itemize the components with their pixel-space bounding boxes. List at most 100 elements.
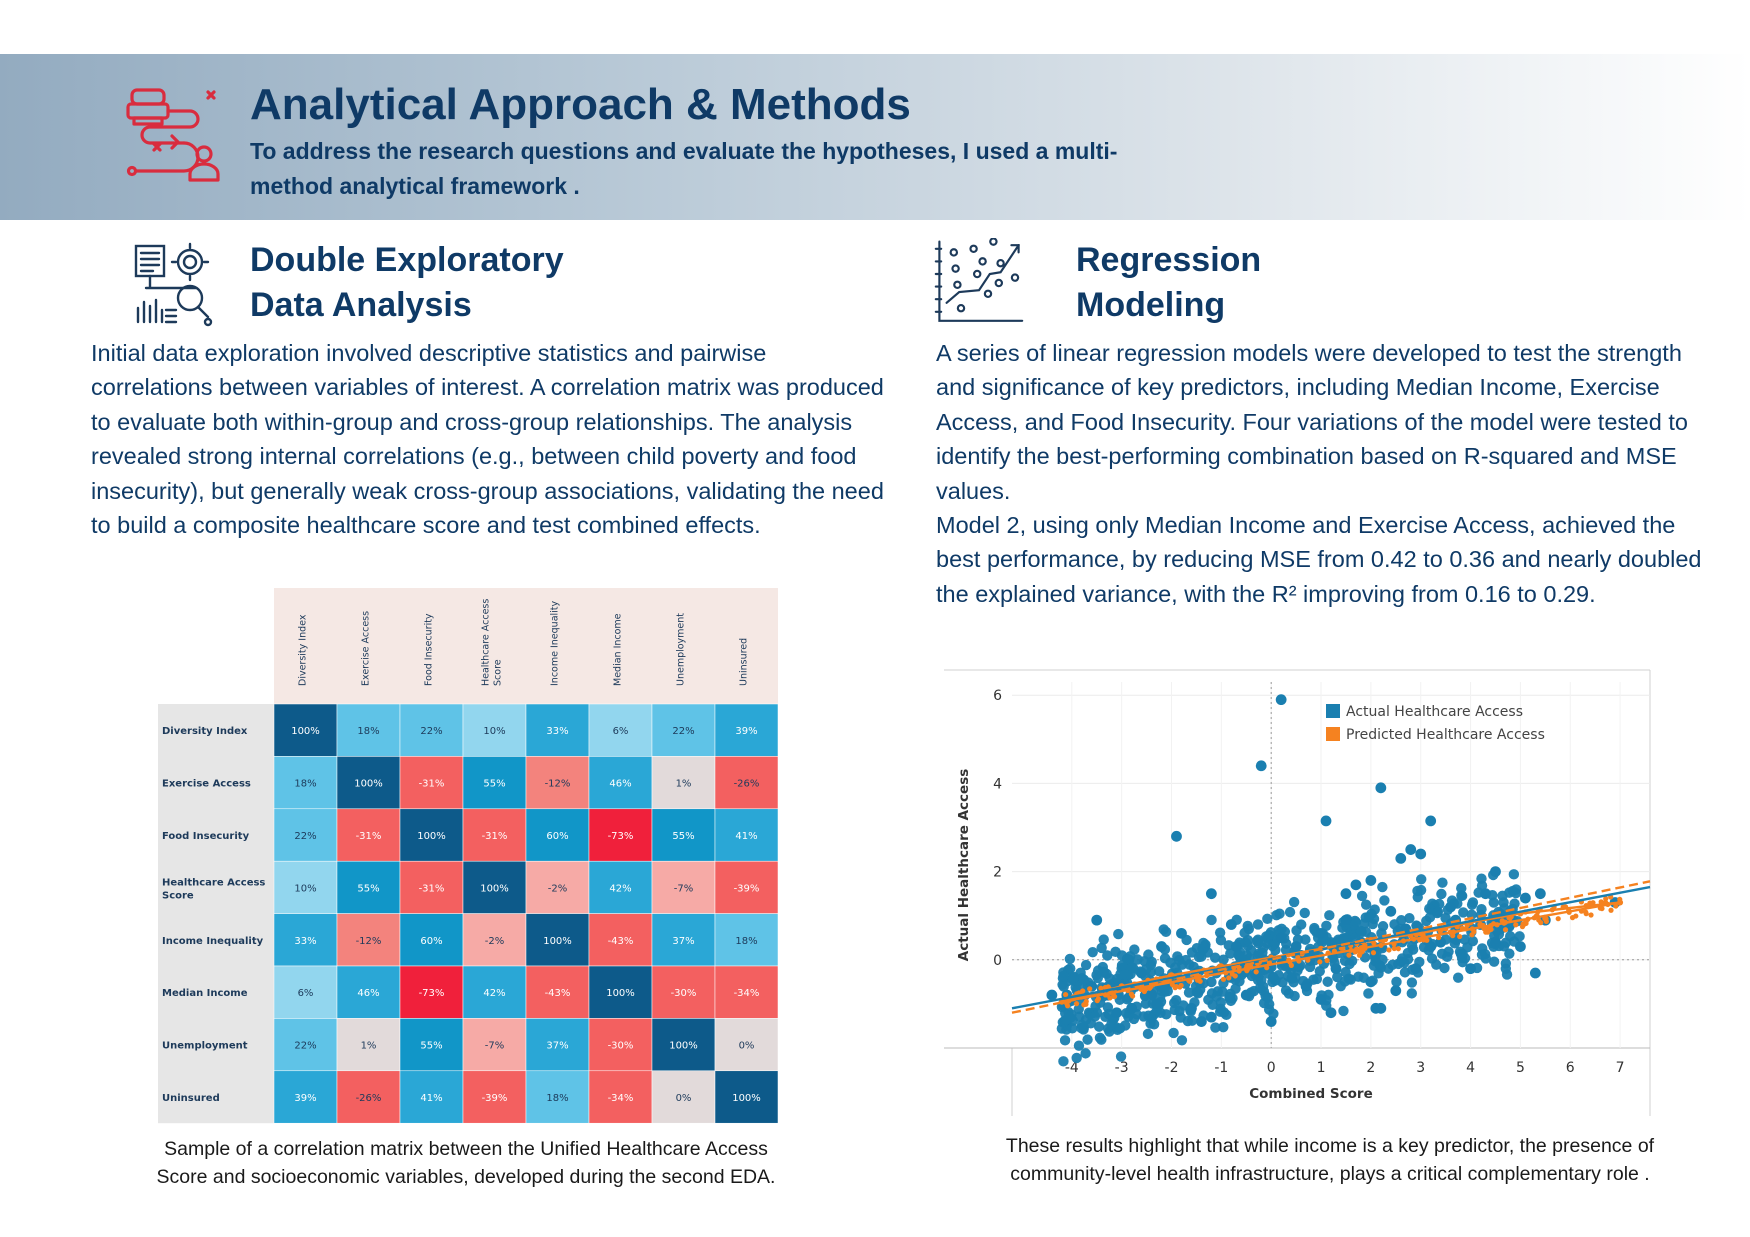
heatmap-cell (588, 1018, 653, 1072)
cloud-point (1421, 915, 1432, 927)
regression-description: A series of linear regression models wer… (936, 340, 1688, 504)
cloud-point (1321, 920, 1332, 931)
row-label-diversity-index: Diversity Index (162, 726, 248, 737)
cloud-point (1416, 874, 1427, 885)
heatmap-caption-line1: Sample of a correlation matrix between t… (164, 1138, 768, 1160)
cloud-point (1360, 899, 1372, 910)
cloud-point (1288, 896, 1300, 908)
col-label-food-insecurity: Food Insecurity (424, 613, 435, 686)
heatmap-cell (714, 860, 779, 914)
cloud-point (1467, 897, 1479, 908)
cloud-point (1399, 967, 1411, 978)
cloud-point (1082, 1034, 1093, 1045)
column-header-band (274, 588, 778, 704)
heatmap-cell-label: -39% (482, 1093, 508, 1104)
trendline-2 (1011, 880, 1651, 1014)
heatmap-cell-label: -26% (356, 1093, 382, 1104)
row-label-food-insecurity: Food Insecurity (162, 831, 250, 842)
cloud-point (1452, 972, 1464, 983)
cloud-point (1396, 953, 1408, 964)
heatmap-cell-label: 33% (546, 726, 568, 737)
actual-point (1370, 1002, 1382, 1014)
col-label-uninsured: Uninsured (739, 638, 750, 686)
cloud-point (1073, 1003, 1084, 1015)
cloud-point (1120, 1020, 1131, 1031)
actual-point (1534, 888, 1546, 900)
actual-point (1365, 875, 1377, 886)
x-tick-label: 5 (1516, 1060, 1525, 1076)
legend-swatch-actual (1326, 704, 1340, 718)
actual-point (1465, 963, 1476, 975)
heatmap-cell-label: -31% (419, 883, 445, 894)
cloud-point (1406, 940, 1418, 951)
actual-point (1205, 1011, 1217, 1023)
heatmap-cell-label: -12% (356, 936, 382, 947)
cloud-point (1332, 971, 1343, 983)
heatmap-cell-label: 42% (609, 883, 631, 894)
heatmap-cell (462, 808, 527, 862)
cloud-point (1113, 928, 1124, 940)
cloud-point (1300, 934, 1311, 945)
legend-swatch-predicted (1326, 727, 1340, 741)
heatmap-cell (462, 1018, 527, 1072)
cloud-point (1065, 963, 1076, 974)
cloud-point (1198, 937, 1209, 949)
actual-point (1315, 994, 1327, 1005)
cloud-point (1206, 976, 1217, 988)
heatmap-cell-label: -39% (734, 883, 760, 894)
cloud-point (1218, 954, 1229, 965)
heatmap-cell-label: -2% (548, 883, 567, 894)
actual-point (1410, 963, 1422, 975)
cloud-point (1476, 904, 1487, 915)
actual-point (1230, 941, 1242, 952)
actual-point (1425, 815, 1437, 827)
predicted-band-point (1197, 978, 1203, 984)
cloud-point (1396, 915, 1407, 926)
predicted-band-point (1226, 975, 1232, 981)
cloud-point (1211, 991, 1222, 1002)
header-banner: Analytical Approach & Methods To address… (0, 54, 1750, 220)
heatmap-cell (273, 913, 338, 967)
predicted-band-point (1073, 1001, 1080, 1007)
regression-results: Model 2, using only Median Income and Ex… (936, 512, 1702, 607)
cloud-point (1242, 935, 1254, 946)
actual-point (1445, 901, 1457, 913)
cloud-point (1098, 934, 1109, 945)
cloud-point (1176, 1035, 1188, 1046)
heatmap-cell (399, 1070, 464, 1124)
predicted-band-point (1502, 927, 1509, 933)
predicted-band-point (1112, 993, 1118, 1000)
predicted-band-point (1513, 922, 1519, 928)
heatmap-cell (273, 1070, 338, 1124)
correlation-heatmap: Diversity Index Exercise Access Food Insec… (158, 588, 779, 1124)
cloud-point (1058, 981, 1069, 992)
actual-point (1490, 866, 1501, 878)
page-title: Analytical Approach & Methods (250, 80, 911, 129)
actual-point (1529, 967, 1541, 979)
cloud-point (1343, 973, 1354, 984)
heatmap-cell (462, 913, 527, 967)
predicted-band-point (1587, 900, 1593, 906)
predicted-band-point (1471, 929, 1477, 935)
x-tick-label: 7 (1616, 1060, 1625, 1076)
section-title-eda-line2: Data Analysis (250, 286, 472, 324)
trendline-3 (1061, 901, 1621, 1003)
predicted-band-point (1608, 907, 1614, 913)
actual-point (1111, 1007, 1123, 1019)
cloud-point (1172, 951, 1183, 962)
predicted-band-point (1536, 917, 1542, 923)
predicted-band-point (1346, 952, 1352, 958)
cloud-point (1262, 913, 1273, 925)
page-subtitle: To address the research questions and ev… (250, 138, 1118, 199)
heatmap-cell (714, 703, 779, 757)
heatmap-cell-label: 0% (676, 1093, 692, 1104)
y-axis-label: Actual Healthcare Access (956, 769, 972, 962)
predicted-band-point (1370, 950, 1377, 956)
y-tick-label: 2 (993, 865, 1002, 881)
cloud-point (1210, 1022, 1221, 1033)
cloud-point (1462, 942, 1473, 953)
actual-point (1265, 1016, 1277, 1027)
actual-point (1350, 879, 1362, 891)
heatmap-cell-label: 10% (483, 726, 505, 737)
heatmap-cell (651, 703, 716, 757)
